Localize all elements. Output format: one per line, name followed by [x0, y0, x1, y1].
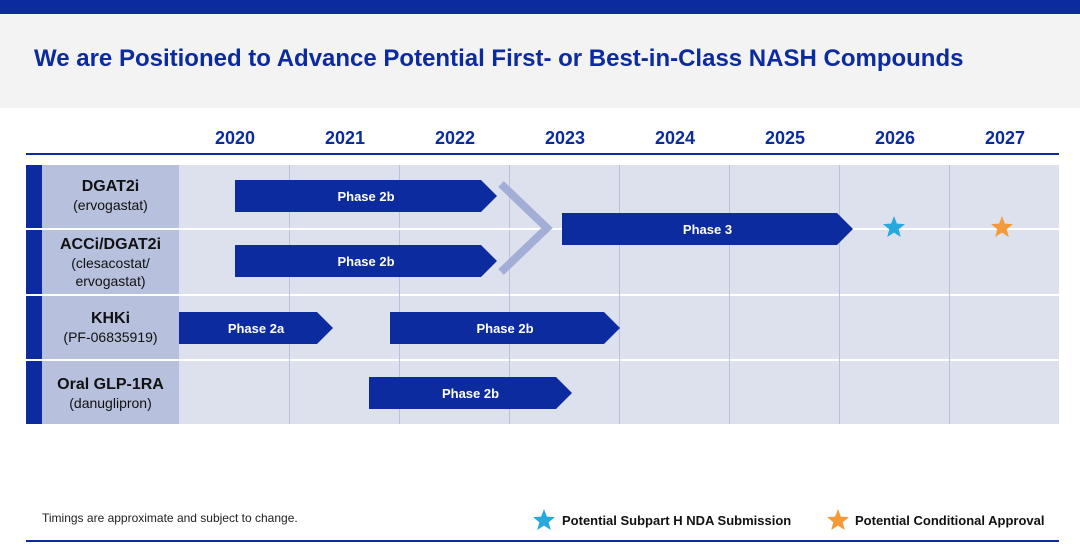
- star-icon: [533, 509, 555, 530]
- row-label-cell: [42, 165, 179, 228]
- compound-name: KHKi: [90, 310, 131, 327]
- compound-subtitle: (clesacostat/ ervogastat): [71, 255, 150, 289]
- compound-subtitle: (ervogastat): [73, 197, 148, 213]
- phase-bar-combined-phase3: Phase 3: [562, 213, 853, 245]
- converge-chevron-icon: [498, 181, 553, 275]
- year-2020: 2020: [214, 128, 256, 148]
- star-icon: [991, 216, 1013, 237]
- row-label-glp1: Oral GLP-1RA (danuglipron): [42, 376, 179, 412]
- star-icon: [827, 509, 849, 530]
- phase-bar-dgat2i: Phase 2b: [235, 180, 497, 212]
- row-accent: [26, 296, 42, 359]
- phase-bar-glp1: Phase 2b: [369, 377, 572, 409]
- row-label-khki: KHKi (PF-06835919): [42, 310, 179, 346]
- row-accent: [26, 361, 42, 424]
- gridline: [289, 165, 290, 424]
- header-rule: [26, 153, 1059, 155]
- row-label-acci-dgat2i: ACCi/DGAT2i (clesacostat/ ervogastat): [42, 236, 179, 290]
- title-band: [0, 14, 1080, 108]
- compound-name: ACCi/DGAT2i: [59, 236, 162, 253]
- row-accent: [26, 230, 42, 294]
- compound-name: Oral GLP-1RA: [57, 376, 164, 393]
- page-title: We are Positioned to Advance Potential F…: [34, 45, 964, 72]
- year-2027: 2027: [984, 128, 1026, 148]
- star-icon: [883, 216, 905, 237]
- phase-bar-acci-dgat2i: Phase 2b: [235, 245, 497, 277]
- footnote: Timings are approximate and subject to c…: [42, 511, 298, 525]
- gridline: [839, 165, 840, 424]
- compound-name: DGAT2i: [81, 178, 140, 195]
- row-accent: [26, 165, 42, 228]
- year-2023: 2023: [544, 128, 586, 148]
- legend-label-approval: Potential Conditional Approval: [855, 513, 1045, 528]
- row-label-cell: [42, 361, 179, 424]
- year-2025: 2025: [764, 128, 806, 148]
- year-2022: 2022: [434, 128, 476, 148]
- year-2021: 2021: [324, 128, 366, 148]
- compound-subtitle: (PF-06835919): [63, 329, 158, 345]
- top-accent-bar: [0, 0, 1080, 14]
- year-2024: 2024: [654, 128, 696, 148]
- year-2026: 2026: [874, 128, 916, 148]
- gridline: [399, 165, 400, 424]
- row-label-cell: [42, 296, 179, 359]
- bottom-rule: [26, 540, 1059, 542]
- gridline: [619, 165, 620, 424]
- row-label-cell: [42, 230, 179, 294]
- phase-bar-khki-2b: Phase 2b: [390, 312, 620, 344]
- row-label-dgat2i: DGAT2i (ervogastat): [42, 178, 179, 214]
- phase-bar-khki-2a: Phase 2a: [179, 312, 333, 344]
- gridline: [949, 165, 950, 424]
- gridline: [729, 165, 730, 424]
- gridline: [509, 165, 510, 424]
- compound-subtitle: (danuglipron): [69, 395, 152, 411]
- legend-label-nda: Potential Subpart H NDA Submission: [562, 513, 792, 528]
